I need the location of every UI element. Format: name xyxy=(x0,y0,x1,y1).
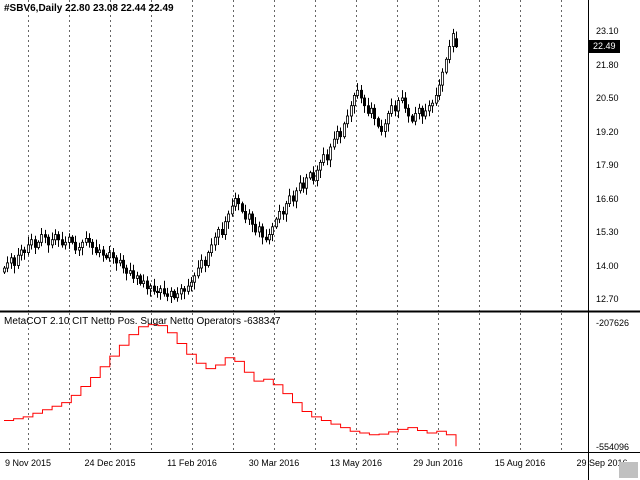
resize-corner xyxy=(619,462,638,478)
time-axis-label: 15 Aug 2016 xyxy=(494,458,546,468)
time-axis-label: 11 Feb 2016 xyxy=(167,458,217,468)
candlestick-series xyxy=(3,28,458,303)
price-axis-label: 23.10 xyxy=(596,26,619,36)
price-axis-label: 12.70 xyxy=(596,294,619,304)
price-axis-label: 14.00 xyxy=(596,260,619,271)
time-axis[interactable]: 9 Nov 2015 24 Dec 2015 11 Feb 2016 30 Mar 2… xyxy=(0,453,640,480)
indicator-line xyxy=(4,324,457,447)
price-axis-label: 15.30 xyxy=(596,227,619,237)
grid-lines xyxy=(28,0,562,452)
time-axis-label: 30 Mar 2016 xyxy=(248,458,300,468)
indicator-axis-label: -207626 xyxy=(596,318,630,328)
price-axis[interactable]: 23.10 21.80 20.50 19.20 17.90 16.60 15.30 14.00… xyxy=(589,0,640,452)
price-axis-label: 17.90 xyxy=(596,160,619,170)
time-axis-label: 29 Sep 2016 xyxy=(576,458,628,468)
time-axis-label: 9 Nov 2015 xyxy=(4,458,52,468)
time-axis-label: 13 May 2016 xyxy=(329,458,383,468)
price-axis-label: 16.60 xyxy=(596,193,619,204)
time-axis-label: 24 Dec 2015 xyxy=(84,458,136,468)
indicator-axis-label: -554096 xyxy=(596,442,630,452)
price-axis-label: 19.20 xyxy=(596,126,619,137)
price-axis-label: 20.50 xyxy=(596,93,619,103)
indicator-title: MetaCOT 2.10 CIT Netto Pos. Sugar Netto … xyxy=(4,316,281,327)
price-axis-label: 21.80 xyxy=(596,59,619,70)
current-price-badge: 22.49 xyxy=(589,39,620,53)
time-axis-label: 29 Jun 2016 xyxy=(413,458,463,468)
chart-title: #SBV6,Daily 22.80 23.08 22.44 22.49 xyxy=(4,3,174,14)
